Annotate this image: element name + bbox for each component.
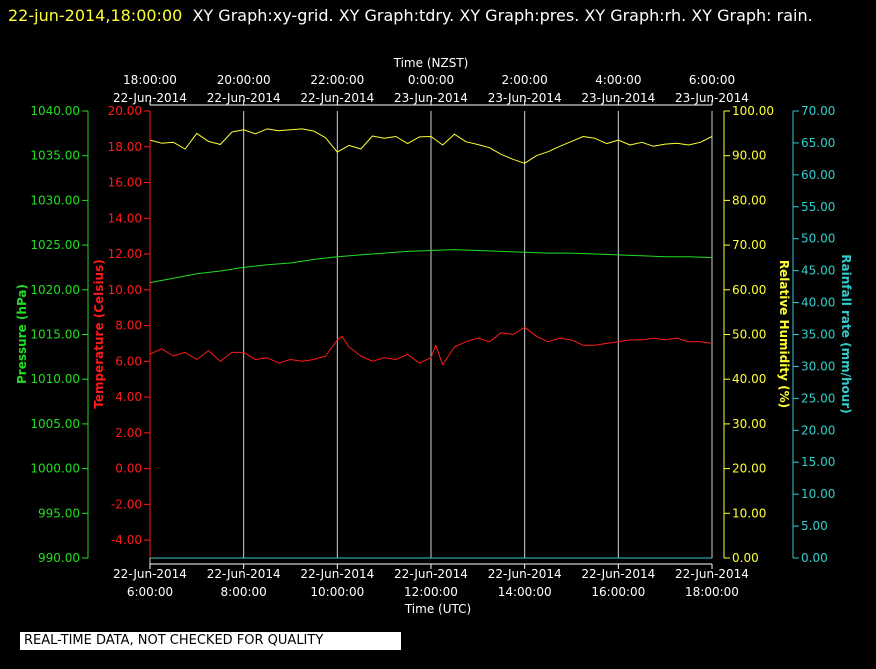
humidity-tick-label: 30.00 [732,417,766,431]
humidity-tick-label: 40.00 [732,372,766,386]
rain-tick-label: 65.00 [801,136,835,150]
pressure-tick-label: 990.00 [38,551,80,565]
temperature-tick-label: 10.00 [108,283,142,297]
x-tick-label-nzst-date: 23-Jun-2014 [581,91,655,105]
humidity-tick-label: 80.00 [732,193,766,207]
temperature-tick-label: 6.00 [115,354,142,368]
x-tick-label-nzst-time: 20:00:00 [217,73,271,87]
temperature-tick-label: -4.00 [111,533,142,547]
series-line-tdry [149,326,713,366]
pressure-tick-label: 1010.00 [30,372,80,386]
x-tick-label-utc-date: 22-Jun-2014 [300,567,374,581]
humidity-tick-label: 20.00 [732,462,766,476]
humidity-tick-label: 90.00 [732,149,766,163]
rain-tick-label: 30.00 [801,359,835,373]
rain-tick-label: 55.00 [801,200,835,214]
x-tick-label-nzst-time: 4:00:00 [595,73,641,87]
x-tick-label-utc-time: 18:00:00 [685,585,739,599]
humidity-tick-label: 70.00 [732,238,766,252]
x-tick-label-utc-time: 14:00:00 [498,585,552,599]
x-bottom-title: Time (UTC) [404,602,471,616]
temperature-tick-label: 2.00 [115,426,142,440]
x-tick-label-nzst-date: 23-Jun-2014 [675,91,749,105]
x-tick-label-nzst-date: 22-Jun-2014 [300,91,374,105]
page-header: 22-jun-2014,18:00:00 XY Graph:xy-grid. X… [8,2,868,30]
temperature-tick-label: 16.00 [108,176,142,190]
temperature-tick-label: 20.00 [108,104,142,118]
temperature-tick-label: 12.00 [108,247,142,261]
x-tick-label-nzst-time: 0:00:00 [408,73,454,87]
x-tick-label-nzst-time: 2:00:00 [502,73,548,87]
pressure-tick-label: 1040.00 [30,104,80,118]
x-tick-label-utc-date: 22-Jun-2014 [394,567,468,581]
rain-tick-label: 15.00 [801,455,835,469]
x-tick-label-nzst-date: 22-Jun-2014 [113,91,187,105]
series-lines [149,128,713,559]
x-tick-label-utc-time: 12:00:00 [404,585,458,599]
rain-tick-label: 60.00 [801,168,835,182]
humidity-tick-label: 100.00 [732,104,774,118]
x-tick-label-utc-date: 22-Jun-2014 [113,567,187,581]
pressure-tick-label: 1035.00 [30,149,80,163]
rain-tick-label: 25.00 [801,391,835,405]
x-tick-label-nzst-date: 22-Jun-2014 [207,91,281,105]
pressure-tick-label: 995.00 [38,506,80,520]
axes: 22-Jun-2014 6:00:00 18:00:00 22-Jun-2014 22-… [30,73,835,599]
rain-tick-label: 35.00 [801,328,835,342]
rain-tick-label: 50.00 [801,232,835,246]
rain-tick-label: 0.00 [801,551,828,565]
rain-tick-label: 45.00 [801,264,835,278]
pressure-tick-label: 1015.00 [30,328,80,342]
quality-notice: REAL-TIME DATA, NOT CHECKED FOR QUALITY [20,632,401,650]
temperature-tick-label: 14.00 [108,211,142,225]
x-tick-label-utc-time: 16:00:00 [591,585,645,599]
humidity-tick-label: 50.00 [732,328,766,342]
x-tick-label-utc-time: 8:00:00 [221,585,267,599]
x-tick-label-nzst-date: 23-Jun-2014 [488,91,562,105]
temperature-axis-label: Temperature (Celsius) [92,259,106,408]
pressure-tick-label: 1030.00 [30,193,80,207]
x-tick-label-nzst-time: 18:00:00 [123,73,177,87]
temperature-tick-label: 18.00 [108,140,142,154]
rain-tick-label: 20.00 [801,423,835,437]
pressure-tick-label: 1025.00 [30,238,80,252]
header-titles: XY Graph:xy-grid. XY Graph:tdry. XY Grap… [192,6,813,25]
grid-lines [243,111,713,558]
x-tick-label-utc-date: 22-Jun-2014 [675,567,749,581]
x-tick-label-utc-date: 22-Jun-2014 [581,567,655,581]
rain-tick-label: 10.00 [801,487,835,501]
temperature-tick-label: 8.00 [115,319,142,333]
x-tick-label-utc-time: 10:00:00 [310,585,364,599]
x-tick-label-utc-time: 6:00:00 [127,585,173,599]
pressure-axis-label: Pressure (hPa) [15,284,29,384]
series-line-pres [149,249,713,284]
humidity-tick-label: 0.00 [732,551,759,565]
rain-tick-label: 70.00 [801,104,835,118]
x-tick-label-nzst-date: 23-Jun-2014 [394,91,468,105]
axis-labels: Time (NZST) Time (UTC) Pressure (hPa) Te… [15,56,853,616]
header-datetime: 22-jun-2014,18:00:00 [8,6,183,25]
humidity-axis-label: Relative Humidity (%) [777,260,791,408]
temperature-tick-label: 0.00 [115,462,142,476]
x-tick-label-nzst-time: 22:00:00 [310,73,364,87]
rain-tick-label: 5.00 [801,519,828,533]
x-tick-label-nzst-time: 6:00:00 [689,73,735,87]
rain-axis-label: Rainfall rate (mm/hour) [839,254,853,413]
rain-tick-label: 40.00 [801,296,835,310]
x-tick-label-utc-date: 22-Jun-2014 [207,567,281,581]
x-tick-label-utc-date: 22-Jun-2014 [488,567,562,581]
temperature-tick-label: 4.00 [115,390,142,404]
pressure-tick-label: 1005.00 [30,417,80,431]
pressure-tick-label: 1020.00 [30,283,80,297]
temperature-tick-label: -2.00 [111,497,142,511]
series-line-rh [149,128,713,164]
humidity-tick-label: 60.00 [732,283,766,297]
humidity-tick-label: 10.00 [732,506,766,520]
pressure-tick-label: 1000.00 [30,462,80,476]
x-top-title: Time (NZST) [393,56,469,70]
